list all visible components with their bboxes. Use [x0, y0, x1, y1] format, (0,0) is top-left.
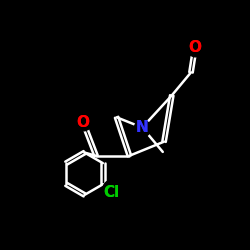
Text: O: O	[188, 40, 201, 56]
Text: N: N	[136, 120, 148, 135]
Text: Cl: Cl	[103, 184, 119, 200]
Text: O: O	[188, 40, 201, 56]
Text: Cl: Cl	[103, 184, 119, 200]
Text: O: O	[77, 115, 90, 130]
Text: O: O	[77, 115, 90, 130]
Text: N: N	[136, 120, 148, 135]
